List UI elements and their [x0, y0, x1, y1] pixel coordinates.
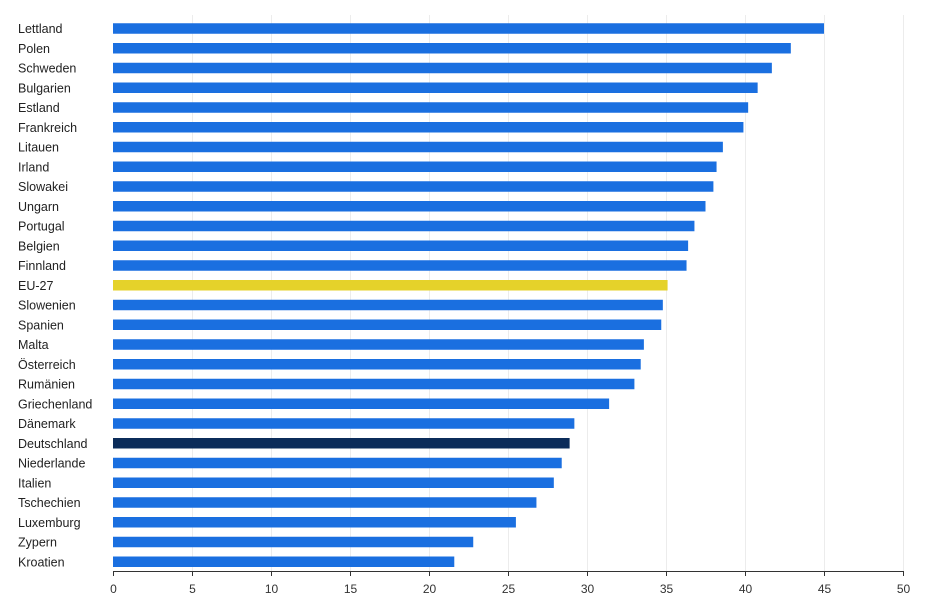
- tick-label-10: 10: [265, 582, 279, 596]
- bar-italien: [113, 477, 554, 488]
- bar-luxemburg: [113, 517, 516, 528]
- bar-finnland: [113, 260, 687, 271]
- category-label-frankreich: Frankreich: [18, 121, 77, 135]
- bar-griechenland: [113, 398, 610, 409]
- bar-niederlande: [113, 457, 562, 469]
- bar-slowakei: [113, 181, 714, 192]
- tick-label-0: 0: [110, 582, 117, 596]
- bar-bulgarien: [113, 82, 758, 93]
- bar-portugal: [113, 220, 695, 232]
- bar-estland: [113, 102, 749, 113]
- category-label-deutschland: Deutschland: [18, 437, 88, 451]
- category-label-spanien: Spanien: [18, 318, 64, 332]
- category-label-irland: Irland: [18, 160, 49, 174]
- bar-layer: [113, 23, 824, 567]
- category-label-griechenland: Griechenland: [18, 397, 92, 411]
- tick-label-5: 5: [189, 582, 196, 596]
- bar-kroatien: [113, 556, 455, 567]
- category-label-dänemark: Dänemark: [18, 417, 76, 431]
- x-axis: 0 5 10 15 20 25 30 35 40 45 50: [110, 571, 910, 596]
- category-label-luxemburg: Luxemburg: [18, 516, 81, 530]
- category-labels: Lettland Polen Schweden Bulgarien Estland Fra…: [18, 22, 92, 569]
- bar-lettland: [113, 23, 824, 34]
- category-label-estland: Estland: [18, 101, 60, 115]
- category-label-bulgarien: Bulgarien: [18, 81, 71, 95]
- category-label-malta: Malta: [18, 338, 49, 352]
- tick-label-35: 35: [660, 582, 674, 596]
- category-label-ungarn: Ungarn: [18, 200, 59, 214]
- category-label-niederlande: Niederlande: [18, 457, 85, 471]
- bar-irland: [113, 161, 717, 172]
- bar-österreich: [113, 359, 641, 370]
- bar-malta: [113, 339, 644, 350]
- bar-slowenien: [113, 299, 663, 311]
- category-label-österreich: Österreich: [18, 358, 76, 372]
- tick-label-30: 30: [581, 582, 595, 596]
- category-label-zypern: Zypern: [18, 536, 57, 550]
- tick-label-40: 40: [739, 582, 753, 596]
- bar-schweden: [113, 62, 772, 74]
- bar-dänemark: [113, 418, 575, 429]
- tick-label-15: 15: [344, 582, 358, 596]
- category-label-portugal: Portugal: [18, 220, 65, 234]
- category-label-polen: Polen: [18, 42, 50, 56]
- tick-label-45: 45: [818, 582, 832, 596]
- bar-belgien: [113, 240, 689, 251]
- tick-label-25: 25: [502, 582, 516, 596]
- category-label-eu-27: EU-27: [18, 279, 53, 293]
- category-label-rumänien: Rumänien: [18, 378, 75, 392]
- category-label-lettland: Lettland: [18, 22, 63, 36]
- category-label-tschechien: Tschechien: [18, 496, 81, 510]
- bar-polen: [113, 43, 791, 54]
- bar-tschechien: [113, 497, 537, 508]
- bar-rumänien: [113, 378, 635, 390]
- bar-zypern: [113, 536, 474, 548]
- bar-ungarn: [113, 201, 706, 212]
- bar-frankreich: [113, 122, 744, 133]
- bar-deutschland: [113, 438, 570, 449]
- tick-label-50: 50: [897, 582, 911, 596]
- category-label-belgien: Belgien: [18, 239, 60, 253]
- category-label-slowakei: Slowakei: [18, 180, 68, 194]
- bar-eu-27: [113, 280, 668, 291]
- category-label-slowenien: Slowenien: [18, 299, 76, 313]
- bar-litauen: [113, 141, 723, 153]
- category-label-litauen: Litauen: [18, 141, 59, 155]
- category-label-kroatien: Kroatien: [18, 555, 65, 569]
- category-label-finnland: Finnland: [18, 259, 66, 273]
- bar-spanien: [113, 319, 662, 330]
- tick-label-20: 20: [423, 582, 437, 596]
- category-label-schweden: Schweden: [18, 62, 76, 76]
- category-label-italien: Italien: [18, 476, 51, 490]
